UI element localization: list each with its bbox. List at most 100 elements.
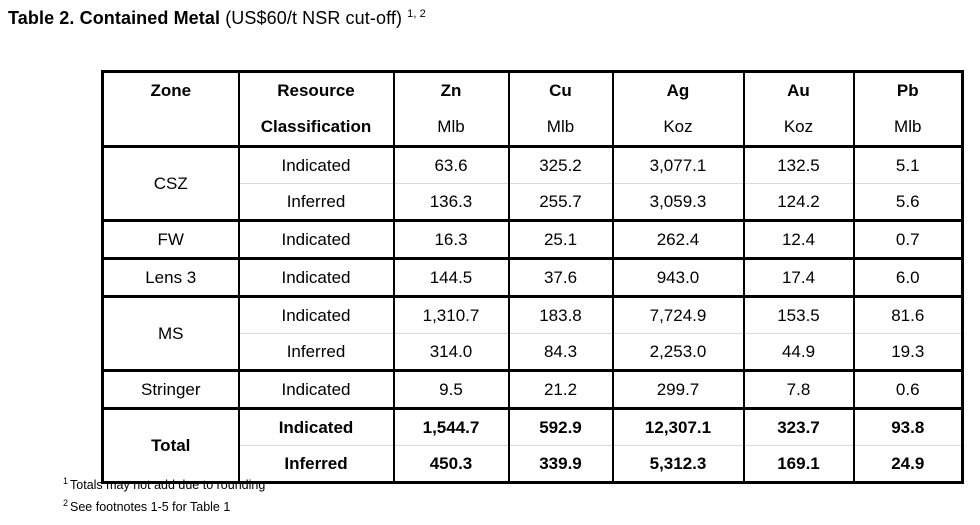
zone-cell-csz: CSZ bbox=[101, 145, 240, 221]
value-cell-ag: 3,077.1 bbox=[611, 145, 745, 184]
header-zone-label: Zone bbox=[150, 81, 192, 100]
value-cell-au: 153.5 bbox=[742, 295, 855, 334]
table-caption: Table 2. Contained Metal (US$60/t NSR cu… bbox=[8, 8, 426, 29]
header-zone: Zone bbox=[101, 71, 240, 148]
value-cell-au: 12.4 bbox=[742, 219, 855, 259]
classification-cell: Indicated bbox=[237, 145, 395, 184]
value-cell-cu: 21.2 bbox=[507, 369, 614, 409]
value-cell-pb: 19.3 bbox=[852, 333, 964, 371]
row-csz-indicated: CSZ Indicated 63.6 325.2 3,077.1 132.5 5… bbox=[101, 145, 964, 221]
value-cell-au: 7.8 bbox=[742, 369, 855, 409]
header-zn: Zn Mlb bbox=[392, 71, 510, 148]
header-resource-line1: Resource bbox=[277, 81, 355, 100]
value-cell-ag: 3,059.3 bbox=[611, 183, 745, 221]
classification-cell: Indicated bbox=[237, 257, 395, 297]
classification-cell: Indicated bbox=[237, 407, 395, 446]
zone-cell-fw: FW bbox=[101, 219, 240, 259]
header-au-unit: Koz bbox=[783, 117, 814, 136]
header-cu: Cu Mlb bbox=[507, 71, 614, 148]
value-cell-cu: 325.2 bbox=[507, 145, 614, 184]
contained-metal-table-container: Zone Resource Classification Zn Mlb Cu M… bbox=[101, 70, 964, 484]
header-pb: Pb Mlb bbox=[852, 71, 964, 148]
value-cell-cu: 84.3 bbox=[507, 333, 614, 371]
header-ag-symbol: Ag bbox=[666, 81, 690, 100]
value-cell-ag: 262.4 bbox=[611, 219, 745, 259]
row-ms-inferred: Inferred 314.0 84.3 2,253.0 44.9 19.3 bbox=[103, 333, 964, 371]
value-cell-ag: 12,307.1 bbox=[611, 407, 745, 446]
value-cell-ag: 299.7 bbox=[611, 369, 745, 409]
value-cell-au: 124.2 bbox=[742, 183, 855, 221]
row-stringer-indicated: Stringer Indicated 9.5 21.2 299.7 7.8 0.… bbox=[101, 369, 964, 409]
header-ag: Ag Koz bbox=[611, 71, 745, 148]
header-au: Au Koz bbox=[742, 71, 855, 148]
value-cell-cu: 25.1 bbox=[507, 219, 614, 259]
row-total-inferred: Inferred 450.3 339.9 5,312.3 169.1 24.9 bbox=[103, 445, 964, 483]
footnote-1-marker: 1 bbox=[63, 475, 69, 486]
value-cell-ag: 2,253.0 bbox=[611, 333, 745, 371]
classification-cell: Indicated bbox=[237, 295, 395, 334]
value-cell-zn: 314.0 bbox=[392, 333, 510, 371]
header-au-symbol: Au bbox=[787, 81, 810, 100]
value-cell-zn: 16.3 bbox=[392, 219, 510, 259]
footnote-2-text: See footnotes 1-5 for Table 1 bbox=[70, 500, 231, 514]
table-caption-suffix: (US$60/t NSR cut-off) bbox=[220, 8, 408, 28]
value-cell-ag: 7,724.9 bbox=[611, 295, 745, 334]
zone-cell-lens3: Lens 3 bbox=[101, 257, 240, 297]
value-cell-ag: 5,312.3 bbox=[611, 445, 745, 483]
footnote-1: 1 Totals may not add due to rounding bbox=[63, 474, 265, 496]
row-fw-indicated: FW Indicated 16.3 25.1 262.4 12.4 0.7 bbox=[101, 219, 964, 259]
value-cell-au: 323.7 bbox=[742, 407, 855, 446]
classification-cell: Inferred bbox=[237, 445, 395, 483]
value-cell-zn: 1,544.7 bbox=[392, 407, 510, 446]
value-cell-au: 17.4 bbox=[742, 257, 855, 297]
classification-cell: Inferred bbox=[237, 333, 395, 371]
zone-cell-total: Total bbox=[101, 407, 240, 483]
value-cell-cu: 255.7 bbox=[507, 183, 614, 221]
row-lens3-indicated: Lens 3 Indicated 144.5 37.6 943.0 17.4 6… bbox=[101, 257, 964, 297]
zone-cell-ms: MS bbox=[101, 295, 240, 371]
value-cell-pb: 81.6 bbox=[852, 295, 964, 334]
header-pb-symbol: Pb bbox=[896, 81, 919, 100]
value-cell-cu: 37.6 bbox=[507, 257, 614, 297]
table-caption-footnote-refs: 1, 2 bbox=[407, 8, 426, 20]
value-cell-pb: 24.9 bbox=[852, 445, 964, 483]
row-ms-indicated: MS Indicated 1,310.7 183.8 7,724.9 153.5… bbox=[101, 295, 964, 371]
value-cell-zn: 1,310.7 bbox=[392, 295, 510, 334]
footnote-2: 2 See footnotes 1-5 for Table 1 bbox=[63, 496, 265, 518]
value-cell-pb: 5.6 bbox=[852, 183, 964, 221]
header-resource-line2: Classification bbox=[260, 117, 372, 136]
header-row: Zone Resource Classification Zn Mlb Cu M… bbox=[101, 71, 964, 148]
footnote-1-text: Totals may not add due to rounding bbox=[70, 478, 266, 492]
value-cell-zn: 144.5 bbox=[392, 257, 510, 297]
value-cell-ag: 943.0 bbox=[611, 257, 745, 297]
header-cu-symbol: Cu bbox=[549, 81, 572, 100]
row-total-indicated: Total Indicated 1,544.7 592.9 12,307.1 3… bbox=[101, 407, 964, 483]
contained-metal-table: Zone Resource Classification Zn Mlb Cu M… bbox=[101, 70, 964, 484]
value-cell-cu: 592.9 bbox=[507, 407, 614, 446]
header-zn-symbol: Zn bbox=[440, 81, 462, 100]
header-zn-unit: Mlb bbox=[437, 117, 465, 136]
footnotes: 1 Totals may not add due to rounding 2 See… bbox=[63, 474, 265, 518]
header-cu-unit: Mlb bbox=[546, 117, 575, 136]
header-resource-classification: Resource Classification bbox=[237, 71, 395, 148]
footnote-2-marker: 2 bbox=[63, 497, 69, 508]
row-csz-inferred: Inferred 136.3 255.7 3,059.3 124.2 5.6 bbox=[103, 183, 964, 221]
value-cell-au: 169.1 bbox=[742, 445, 855, 483]
value-cell-zn: 9.5 bbox=[392, 369, 510, 409]
value-cell-au: 44.9 bbox=[742, 333, 855, 371]
value-cell-pb: 93.8 bbox=[852, 407, 964, 446]
value-cell-pb: 5.1 bbox=[852, 145, 964, 184]
header-pb-unit: Mlb bbox=[894, 117, 922, 136]
table-caption-main: Table 2. Contained Metal bbox=[8, 8, 221, 28]
value-cell-cu: 183.8 bbox=[507, 295, 614, 334]
value-cell-zn: 136.3 bbox=[392, 183, 510, 221]
value-cell-pb: 0.7 bbox=[852, 219, 964, 259]
value-cell-au: 132.5 bbox=[742, 145, 855, 184]
classification-cell: Indicated bbox=[237, 369, 395, 409]
value-cell-zn: 63.6 bbox=[392, 145, 510, 184]
zone-cell-stringer: Stringer bbox=[101, 369, 240, 409]
header-ag-unit: Koz bbox=[663, 117, 693, 136]
value-cell-pb: 0.6 bbox=[852, 369, 964, 409]
value-cell-cu: 339.9 bbox=[507, 445, 614, 483]
value-cell-pb: 6.0 bbox=[852, 257, 964, 297]
